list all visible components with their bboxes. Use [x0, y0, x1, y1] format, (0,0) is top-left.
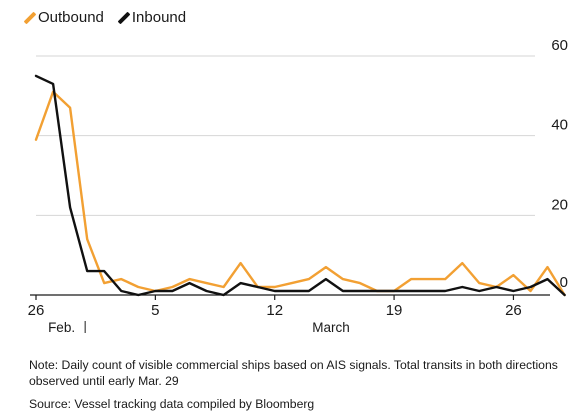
- series-line-inbound: [34, 74, 566, 297]
- x-tick-label: 19: [386, 302, 403, 319]
- series-line-outbound: [34, 90, 566, 297]
- y-tick-label: 0: [560, 274, 568, 291]
- chart-note: Note: Daily count of visible commercial …: [29, 358, 558, 388]
- month-label: March: [312, 320, 350, 335]
- chart-source: Source: Vessel tracking data compiled by…: [29, 397, 315, 411]
- legend: Outbound Inbound: [23, 9, 187, 26]
- x-tick-label: 26: [505, 302, 522, 319]
- legend-label-inbound: Inbound: [131, 9, 187, 26]
- x-tick-label: 26: [28, 302, 45, 319]
- legend-item-inbound: Inbound: [117, 9, 187, 26]
- x-tick-label: 12: [266, 302, 283, 319]
- legend-item-outbound: Outbound: [23, 9, 104, 26]
- x-tick-label: 5: [151, 302, 159, 319]
- y-tick-label: 20: [551, 196, 568, 213]
- y-tick-label: 60: [551, 37, 568, 54]
- month-label: Feb.: [48, 320, 75, 335]
- y-tick-label: 40: [551, 117, 568, 134]
- legend-label-outbound: Outbound: [38, 9, 104, 26]
